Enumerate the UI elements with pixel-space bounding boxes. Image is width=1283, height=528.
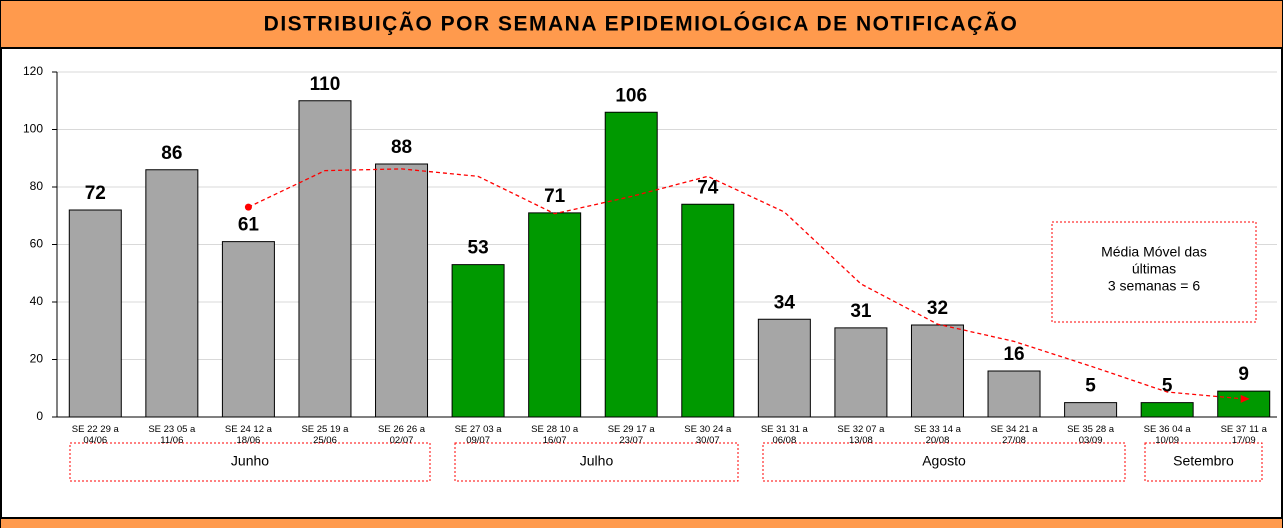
y-tick-label: 80: [30, 179, 44, 193]
bar: [1217, 390, 1271, 418]
data-label: 110: [310, 74, 341, 95]
y-tick-label: 100: [23, 122, 43, 136]
bar: [375, 163, 429, 418]
month-box: [69, 442, 431, 482]
bar: [757, 318, 811, 418]
month-label: Junho: [231, 453, 269, 469]
month-box: [454, 442, 739, 482]
data-label: 72: [85, 183, 106, 204]
annotation-text: Média Móvel das: [1101, 244, 1207, 260]
x-tick-label: SE 25 19 a 25/06: [301, 424, 349, 446]
bar: [145, 169, 199, 418]
bar: [987, 370, 1041, 418]
month-box: [762, 442, 1126, 482]
x-tick-label: SE 37 11 a 17/09: [1220, 424, 1267, 446]
y-tick-label: 60: [30, 237, 44, 251]
bar: [1140, 402, 1194, 418]
data-label: 86: [161, 143, 182, 164]
x-tick-label: SE 30 24 a 30/07: [684, 424, 732, 446]
x-tick-label: SE 36 04 a 10/09: [1143, 424, 1191, 446]
month-box: [1144, 442, 1263, 482]
month-label: Agosto: [922, 453, 966, 469]
data-label: 9: [1238, 364, 1249, 385]
y-tick-label: 0: [36, 409, 43, 423]
y-tick-label: 40: [30, 294, 44, 308]
bar: [451, 264, 505, 418]
bar: [1064, 402, 1118, 418]
y-tick-label: 120: [23, 64, 43, 78]
x-tick-label: SE 26 26 a 02/07: [378, 424, 426, 446]
month-label: Julho: [580, 453, 614, 469]
x-tick-label: SE 29 17 a 23/07: [607, 424, 655, 446]
data-label: 32: [927, 298, 948, 319]
x-tick-label: SE 27 03 a 09/07: [454, 424, 502, 446]
x-tick-label: SE 35 28 a 03/09: [1067, 424, 1115, 446]
annotation-box: [1051, 221, 1257, 323]
bar: [834, 327, 888, 418]
line-arrow: [1240, 394, 1250, 403]
x-tick-label: SE 23 05 a 11/06: [148, 424, 196, 446]
bar: [681, 203, 735, 418]
bar: [910, 324, 964, 418]
annotation-text: últimas: [1132, 261, 1176, 277]
data-label: 106: [615, 85, 647, 106]
data-label: 61: [238, 215, 260, 236]
bar: [298, 100, 352, 418]
chart-title: DISTRIBUIÇÃO POR SEMANA EPIDEMIOLÓGICA D…: [264, 12, 1019, 36]
bar: [68, 209, 122, 418]
x-tick-label: SE 33 14 a 20/08: [913, 424, 961, 446]
data-label: 5: [1085, 376, 1096, 397]
data-label: 16: [1003, 344, 1024, 365]
x-tick-label: SE 24 12 a 18/06: [224, 424, 272, 446]
y-tick-label: 20: [30, 352, 44, 366]
line-start: [244, 203, 252, 211]
footer-bar: [0, 517, 1283, 528]
data-label: 53: [468, 238, 489, 259]
annotation-text: 3 semanas = 6: [1108, 278, 1200, 294]
x-tick-label: SE 22 29 a 04/06: [71, 424, 119, 446]
data-label: 71: [544, 186, 566, 207]
data-label: 88: [391, 137, 412, 158]
month-label: Setembro: [1173, 453, 1234, 469]
title-bar: [0, 0, 1283, 49]
bar: [221, 241, 275, 418]
x-tick-label: SE 28 10 a 16/07: [531, 424, 579, 446]
x-tick-label: SE 32 07 a 13/08: [837, 424, 885, 446]
data-label: 5: [1162, 376, 1173, 397]
data-label: 31: [850, 301, 872, 322]
data-label: 34: [774, 292, 796, 313]
x-tick-label: SE 34 21 a 27/08: [990, 424, 1038, 446]
bar: [604, 111, 658, 418]
x-tick-label: SE 31 31 a 06/08: [760, 424, 808, 446]
bar: [528, 212, 582, 418]
data-label: 74: [697, 177, 719, 198]
